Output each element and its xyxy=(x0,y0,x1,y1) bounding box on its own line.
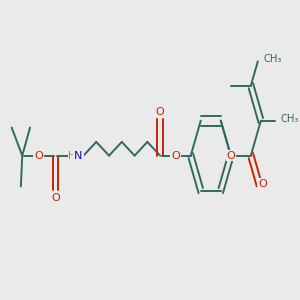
Text: O: O xyxy=(258,179,267,189)
Text: H: H xyxy=(68,151,76,160)
Text: CH₃: CH₃ xyxy=(263,54,282,64)
Text: O: O xyxy=(34,151,43,160)
Text: N: N xyxy=(74,151,83,160)
Text: O: O xyxy=(171,151,180,160)
Text: O: O xyxy=(51,193,60,203)
Text: O: O xyxy=(156,107,164,117)
Text: O: O xyxy=(226,151,235,160)
Text: CH₃: CH₃ xyxy=(280,114,299,124)
